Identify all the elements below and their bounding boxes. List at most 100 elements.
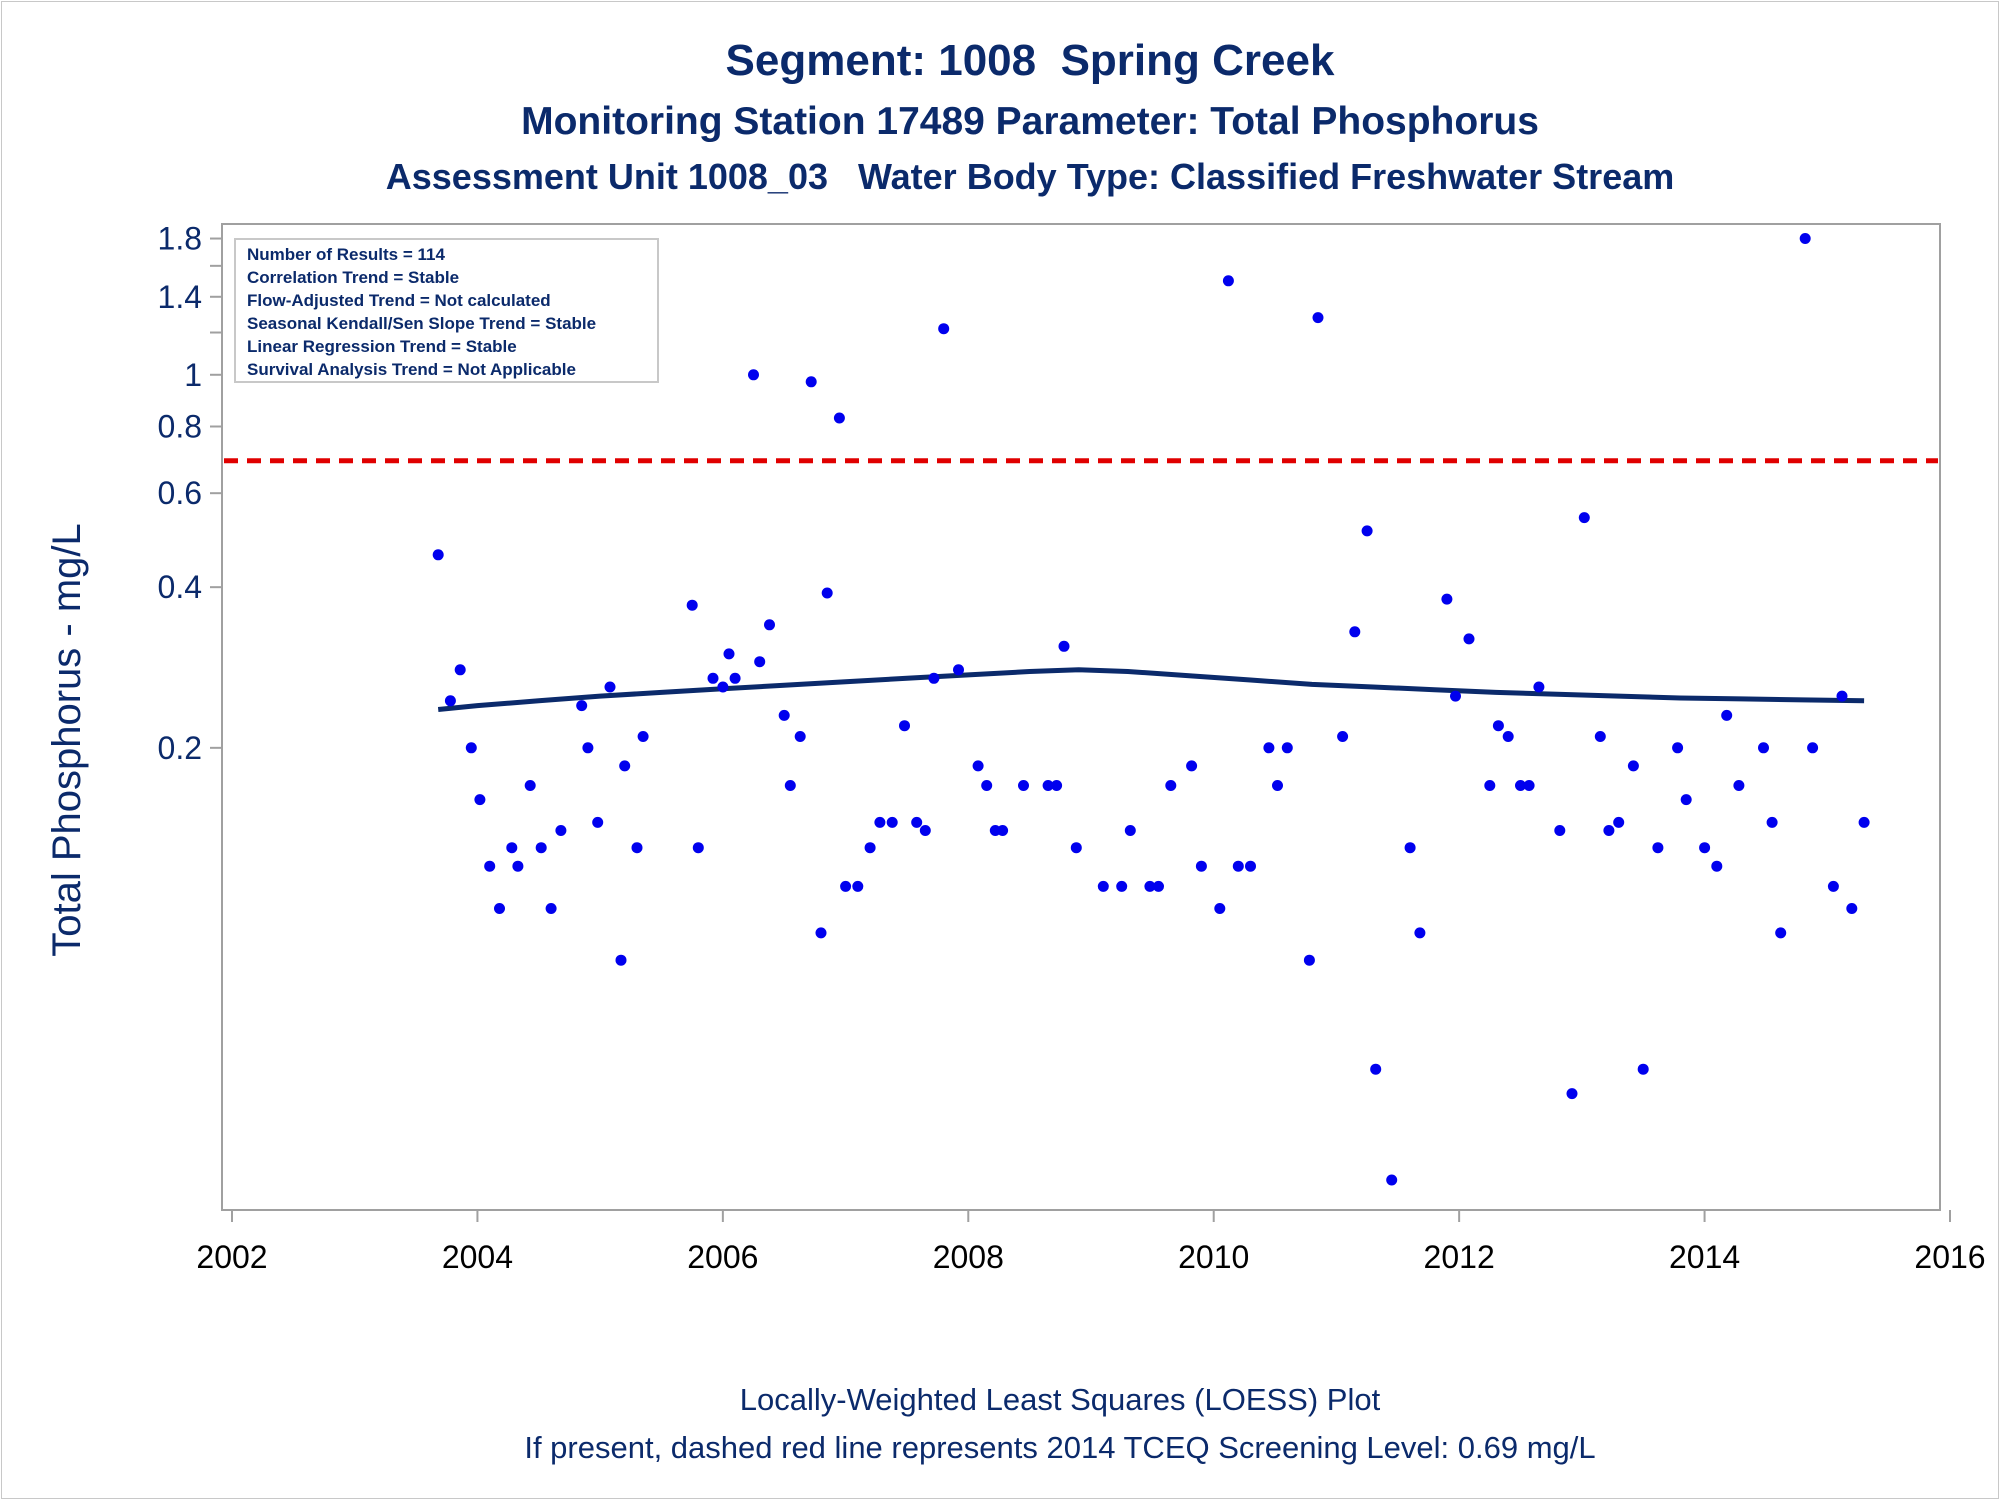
y-tick-label: 0.6 [158, 475, 202, 511]
data-point [717, 681, 729, 693]
data-point [604, 681, 616, 693]
data-point [1766, 816, 1778, 828]
data-point [432, 549, 444, 561]
data-point [465, 742, 477, 754]
data-point [1699, 842, 1711, 854]
data-point [1463, 633, 1475, 645]
data-point [938, 323, 950, 335]
data-point [1807, 742, 1819, 754]
data-point [1613, 816, 1625, 828]
chart-subtitle-assessment: Assessment Unit 1008_03 Water Body Type:… [385, 156, 1675, 197]
data-point [1312, 312, 1324, 324]
stats-box-border [234, 238, 659, 383]
x-tick-label: 2016 [1914, 1239, 1985, 1275]
data-point [1721, 709, 1733, 721]
chart-title: Segment: 1008 Spring Creek [725, 36, 1335, 85]
data-point [494, 903, 505, 914]
data-point [886, 816, 898, 828]
data-point [1836, 690, 1848, 702]
data-point [754, 656, 766, 668]
y-tick-label: 0.8 [158, 409, 202, 445]
data-point [899, 720, 910, 732]
x-tick-label: 2008 [933, 1239, 1004, 1275]
y-tick-label: 0.2 [158, 730, 202, 766]
data-point [764, 619, 775, 631]
data-point [1361, 525, 1373, 537]
data-point [1827, 880, 1839, 892]
stats-line: Correlation Trend = Stable [247, 268, 459, 287]
data-point [637, 731, 649, 742]
data-point [778, 709, 790, 721]
data-point [1272, 780, 1283, 791]
data-point [512, 860, 524, 872]
x-tick-label: 2014 [1669, 1239, 1740, 1275]
data-point [1578, 512, 1590, 524]
data-point [1232, 860, 1244, 872]
data-point [1523, 780, 1535, 791]
data-point [1281, 742, 1293, 754]
y-tick-label: 1.4 [158, 279, 202, 315]
data-point [592, 816, 604, 828]
data-point [928, 672, 940, 684]
data-points [432, 233, 1870, 1186]
loess-layer [437, 667, 1865, 712]
data-point [1733, 780, 1745, 791]
data-point [972, 760, 984, 772]
data-point [1799, 233, 1811, 244]
data-point [1414, 927, 1426, 939]
data-point [852, 880, 864, 892]
data-point [1554, 825, 1566, 836]
data-point [919, 825, 931, 836]
data-point [833, 412, 845, 424]
data-point [723, 648, 735, 660]
data-point [1370, 1063, 1382, 1075]
data-point [1711, 860, 1723, 872]
data-point [748, 369, 759, 381]
x-tick-label: 2012 [1424, 1239, 1495, 1275]
data-point [784, 780, 796, 791]
data-point [874, 816, 886, 828]
plot-area-border [221, 223, 1941, 1211]
data-point [1165, 780, 1177, 791]
data-point [1637, 1063, 1649, 1075]
stats-line: Number of Results = 114 [247, 245, 445, 264]
data-point [1758, 742, 1769, 754]
data-point [1533, 681, 1545, 693]
data-point [1058, 640, 1070, 652]
data-point [1404, 842, 1416, 854]
data-point [506, 842, 518, 854]
data-point [1441, 593, 1453, 605]
data-point [1214, 903, 1226, 914]
stats-line: Survival Analysis Trend = Not Applicable [247, 360, 576, 379]
data-point [1492, 720, 1504, 732]
data-point [821, 587, 833, 599]
data-point [1566, 1088, 1578, 1100]
footnote-loess: Locally-Weighted Least Squares (LOESS) P… [739, 1382, 1381, 1417]
stats-line: Flow-Adjusted Trend = Not calculated [247, 291, 551, 310]
data-point [524, 780, 536, 791]
data-point [805, 376, 817, 388]
data-point [1116, 880, 1128, 892]
x-tick-label: 2002 [196, 1239, 267, 1275]
data-point [545, 903, 557, 914]
y-tick-label: 0.4 [158, 569, 202, 605]
y-tick-label: 1.8 [158, 221, 202, 257]
data-point [1603, 825, 1615, 836]
data-point [1263, 742, 1275, 754]
data-point [1349, 626, 1361, 638]
data-point [1502, 731, 1514, 742]
data-point [1245, 860, 1256, 872]
data-point [864, 842, 876, 854]
x-tick-label: 2010 [1178, 1239, 1249, 1275]
data-point [1386, 1174, 1398, 1186]
data-point [576, 700, 588, 712]
data-point [555, 825, 567, 836]
data-point [1515, 780, 1526, 791]
data-point [615, 954, 627, 966]
data-point [1195, 860, 1207, 872]
x-tick-label: 2006 [687, 1239, 758, 1275]
data-point [1144, 880, 1156, 892]
footnote-screening: If present, dashed red line represents 2… [524, 1430, 1596, 1465]
data-point [729, 672, 741, 684]
stats-line: Seasonal Kendall/Sen Slope Trend = Stabl… [247, 314, 596, 333]
